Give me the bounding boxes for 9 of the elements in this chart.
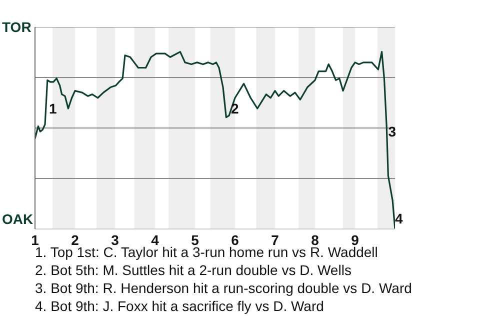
annotation: 4	[395, 210, 403, 226]
annotation: 3	[388, 124, 396, 140]
text: OAK	[2, 211, 34, 227]
text: 3. Bot 9th: R. Henderson hit a run-scoring double vs D. Ward	[35, 279, 412, 297]
text: 4. Bot 9th: J. Foxx hit a sacrifice fly vs D. Ward	[35, 297, 325, 315]
annotation: 2	[231, 100, 239, 117]
annotation: 1	[49, 100, 57, 117]
text: 2. Bot 5th: M. Suttles hit a 2-run double vs D. Wells	[35, 261, 352, 279]
text: TOR	[2, 19, 32, 35]
